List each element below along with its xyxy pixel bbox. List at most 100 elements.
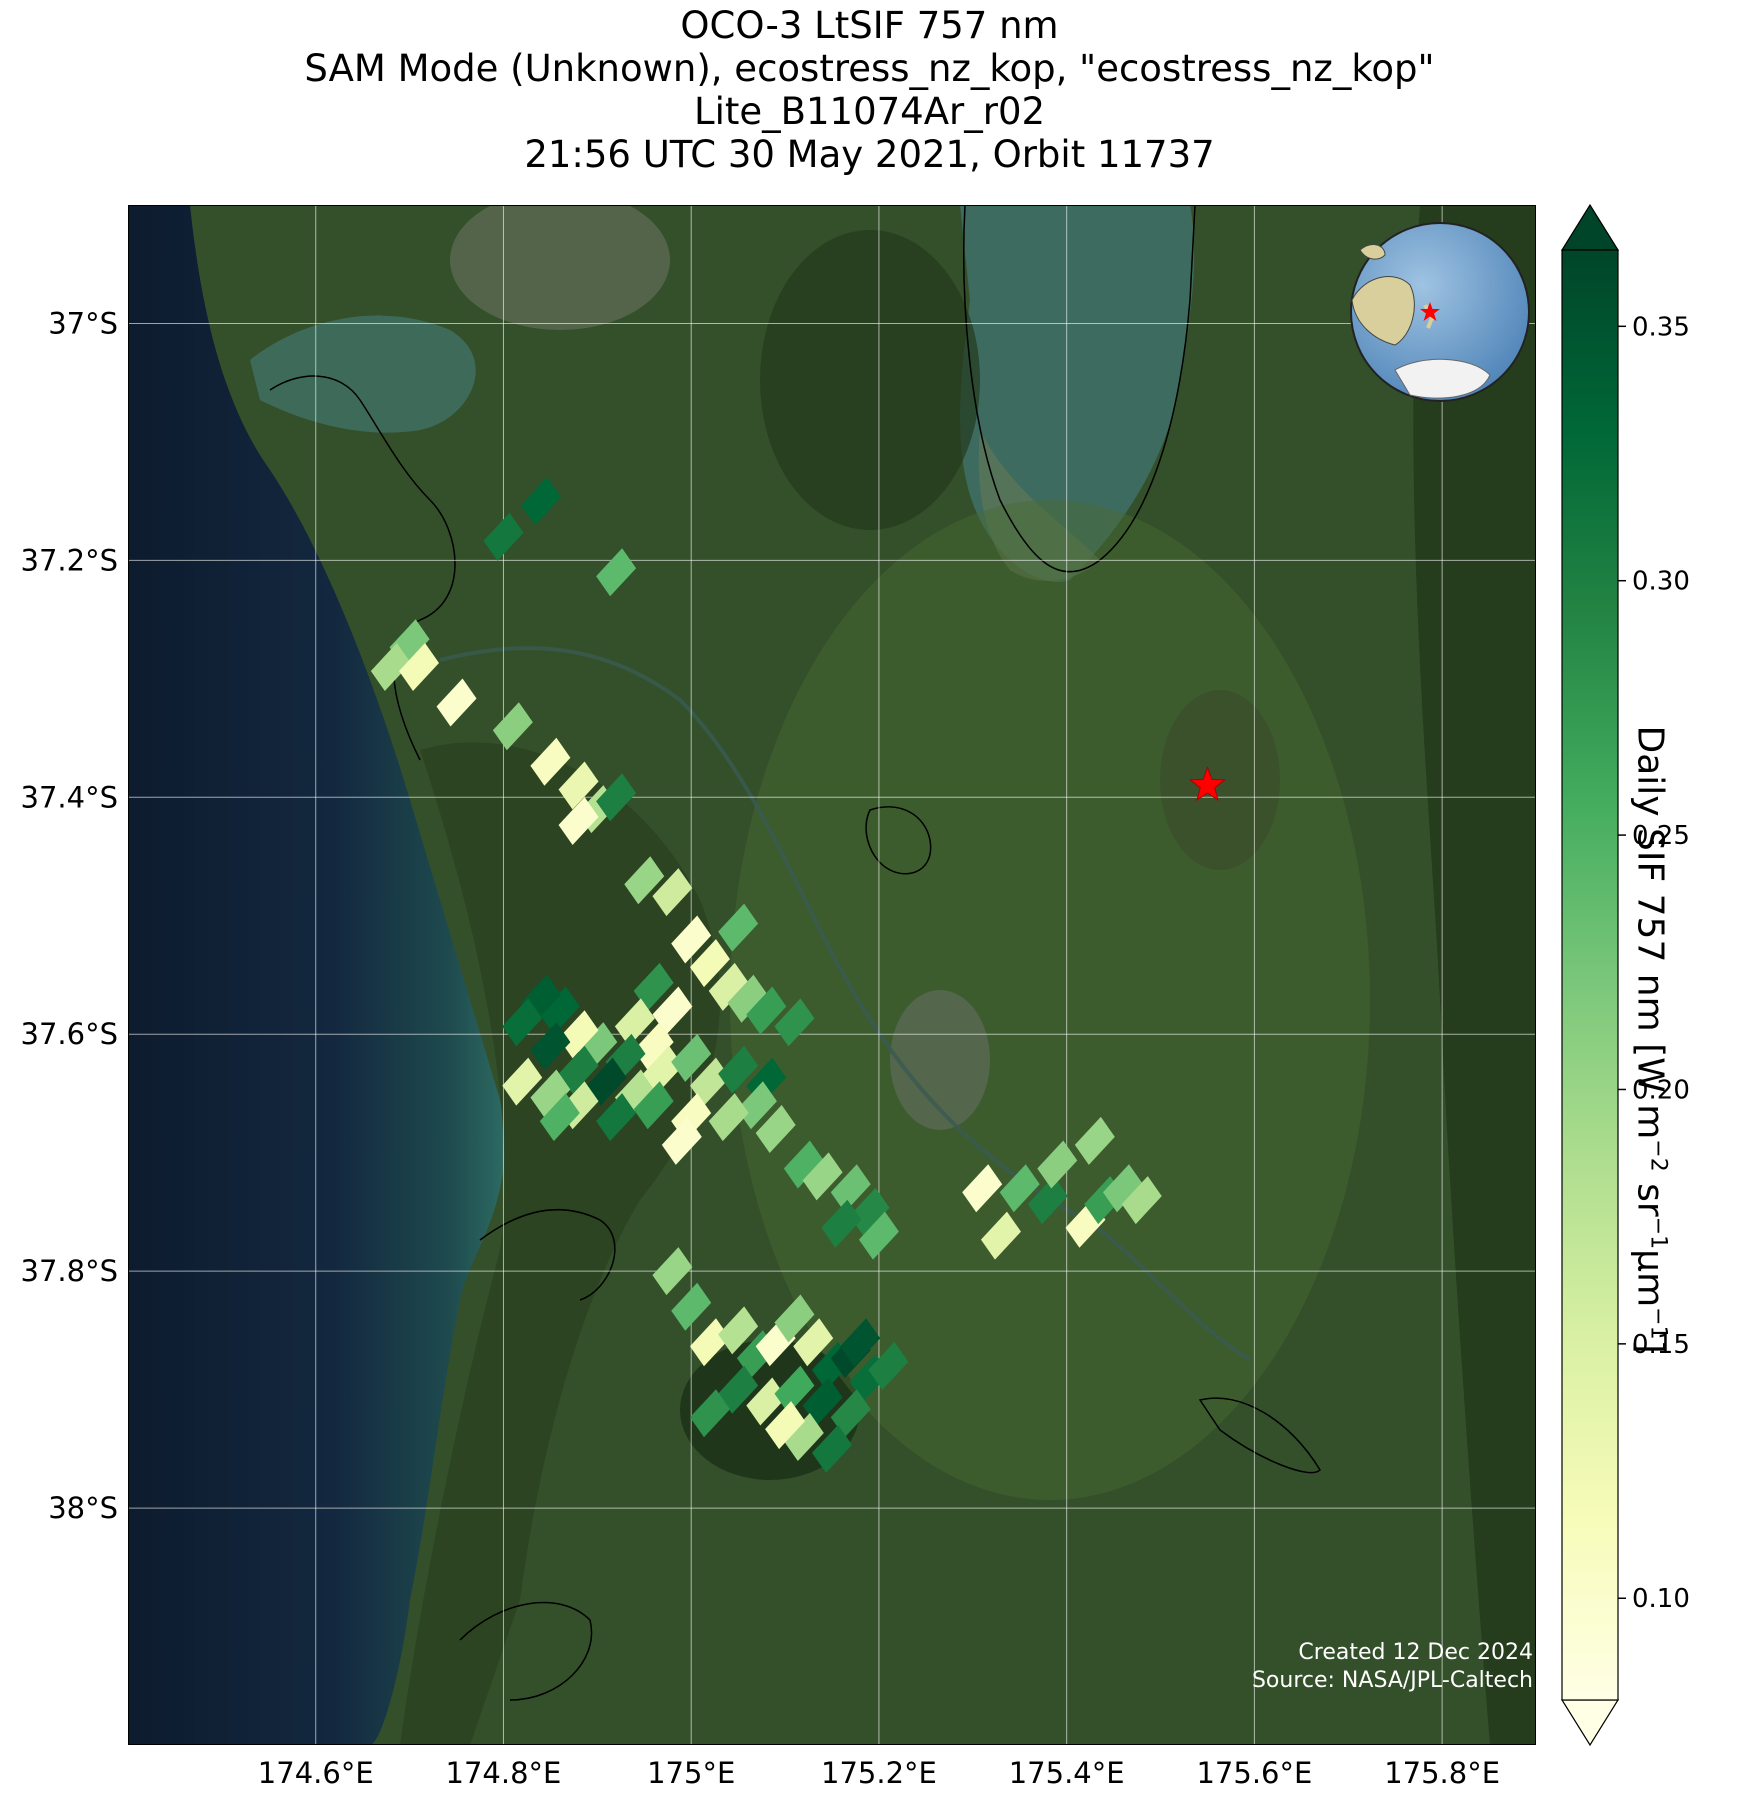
lat-tick-label: 38°S — [48, 1491, 118, 1525]
sif-sounding — [980, 1211, 1021, 1260]
coastline-south — [479, 1208, 616, 1301]
sif-sounding — [539, 1093, 580, 1142]
lon-tick-label: 175.4°E — [1009, 1756, 1125, 1790]
lon-tick-label: 175.6°E — [1196, 1756, 1312, 1790]
sif-sounding — [802, 1152, 843, 1201]
sif-sounding — [633, 1081, 674, 1130]
sif-sounding — [783, 1140, 824, 1189]
coastline-kawhia — [459, 1601, 593, 1701]
sif-sounding — [755, 1105, 796, 1153]
gridlines — [128, 205, 1536, 1745]
sif-sounding — [793, 1318, 834, 1367]
sif-sounding — [727, 974, 768, 1023]
sif-sounding — [718, 1306, 759, 1355]
hamilton-urban — [890, 990, 990, 1130]
sif-sounding — [530, 1069, 571, 1118]
colorbar-tick-label: 0.35 — [1632, 312, 1690, 342]
sif-sounding — [370, 643, 411, 691]
title-line-1: OCO-3 LtSIF 757 nm — [680, 4, 1059, 47]
sif-sounding — [671, 1033, 712, 1082]
sif-sounding — [614, 998, 655, 1047]
sif-sounding — [661, 1116, 702, 1165]
sif-sounding — [765, 1401, 806, 1450]
sif-sounding — [868, 1341, 909, 1390]
sif-sounding — [812, 1424, 852, 1473]
sif-sounding — [999, 1164, 1040, 1213]
sif-sounding — [521, 477, 562, 526]
lon-tick-label: 175°E — [647, 1756, 735, 1790]
sif-sounding — [596, 773, 637, 822]
sif-sounding — [774, 998, 815, 1047]
sif-sounding — [774, 1365, 815, 1414]
sif-sounding — [558, 1010, 599, 1059]
credit-created: Created 12 Dec 2024 — [1298, 1640, 1533, 1665]
map-panel — [128, 205, 1536, 1745]
lat-tick-label: 37°S — [48, 306, 118, 340]
sif-sounding — [1102, 1164, 1143, 1213]
sif-sounding — [596, 1093, 637, 1142]
sif-sounding — [492, 702, 533, 751]
manukau-harbour — [250, 315, 476, 433]
sif-sounding — [652, 868, 693, 917]
sif-sounding — [558, 761, 599, 810]
sif-sounding — [1074, 1116, 1115, 1165]
sif-sounding — [708, 1093, 749, 1142]
globe-star-icon — [1420, 302, 1440, 321]
sif-sounding — [689, 1057, 730, 1106]
colorbar-tick-label: 0.25 — [1632, 821, 1690, 851]
lon-tick-label: 175.2°E — [821, 1756, 937, 1790]
colorbar-tick-label: 0.20 — [1632, 1075, 1690, 1105]
sif-sounding — [708, 962, 749, 1011]
colorbar-extend-max — [1560, 203, 1620, 251]
sif-sounding — [671, 915, 712, 964]
sif-sounding — [689, 1318, 730, 1367]
lat-ticks: 37°S 37.2°S 37.4°S 37.6°S 37.8°S 38°S — [21, 306, 118, 1525]
sif-sounding — [502, 1057, 543, 1106]
sif-sounding — [398, 643, 439, 691]
lat-tick-label: 37.2°S — [21, 543, 118, 577]
red-star-icon — [1188, 766, 1226, 802]
kaimai-ranges — [1413, 205, 1536, 1745]
colorbar-extend-min — [1560, 1699, 1620, 1747]
lon-tick-label: 175.8°E — [1384, 1756, 1500, 1790]
colorbar-tick-label: 0.30 — [1632, 567, 1690, 597]
sif-sounding — [1027, 1176, 1068, 1225]
lake-outline-2 — [1198, 1397, 1321, 1474]
title-line-2: SAM Mode (Unknown), ecostress_nz_kop, "e… — [304, 47, 1435, 90]
sif-sounding — [849, 1187, 890, 1236]
sif-sounding — [652, 986, 693, 1035]
sif-sounding — [558, 1045, 599, 1094]
sif-sounding — [671, 1282, 712, 1331]
lat-tick-label: 37.8°S — [21, 1254, 118, 1288]
colorbar: 0.10 0.15 0.20 0.25 0.30 0.35 — [1560, 203, 1690, 1747]
lat-tick-label: 37.4°S — [21, 780, 118, 814]
sif-sounding — [1037, 1140, 1078, 1189]
sif-sounding — [539, 986, 580, 1035]
lake-outline-1 — [865, 806, 932, 875]
lon-ticks: 174.6°E 174.8°E 175°E 175.2°E 175.4°E 175.6°E… — [258, 1756, 1500, 1790]
sif-sounding — [718, 903, 759, 952]
auckland-urban — [450, 205, 670, 330]
lat-tick-label: 37.6°S — [21, 1017, 118, 1051]
sif-sounding — [643, 1045, 684, 1094]
colorbar-tick-label: 0.15 — [1632, 1330, 1690, 1360]
sif-sounding — [830, 1389, 871, 1438]
globe-icon — [1350, 222, 1530, 402]
lon-tick-label: 174.8°E — [446, 1756, 562, 1790]
sif-sounding — [689, 1389, 730, 1438]
sif-sounding — [746, 1377, 787, 1426]
sif-sounding — [436, 678, 477, 727]
sif-sounding — [502, 998, 543, 1047]
title-line-4: 21:56 UTC 30 May 2021, Orbit 11737 — [524, 133, 1215, 176]
sif-sounding — [652, 1247, 693, 1296]
sif-sounding — [624, 856, 665, 905]
sif-sounding — [530, 737, 571, 786]
sif-sounding — [736, 1081, 777, 1130]
tasman-sea — [128, 205, 505, 1745]
sif-sounding — [774, 1294, 815, 1343]
sif-sounding — [633, 1022, 674, 1071]
colorbar-label: Daily SIF 757 nm [W m−2 sr−1μm−1] — [1629, 725, 1671, 1354]
colorbar-ticks: 0.10 0.15 0.20 0.25 0.30 0.35 — [1618, 312, 1690, 1614]
sif-sounding — [586, 1057, 627, 1106]
sif-sounding — [596, 548, 637, 597]
